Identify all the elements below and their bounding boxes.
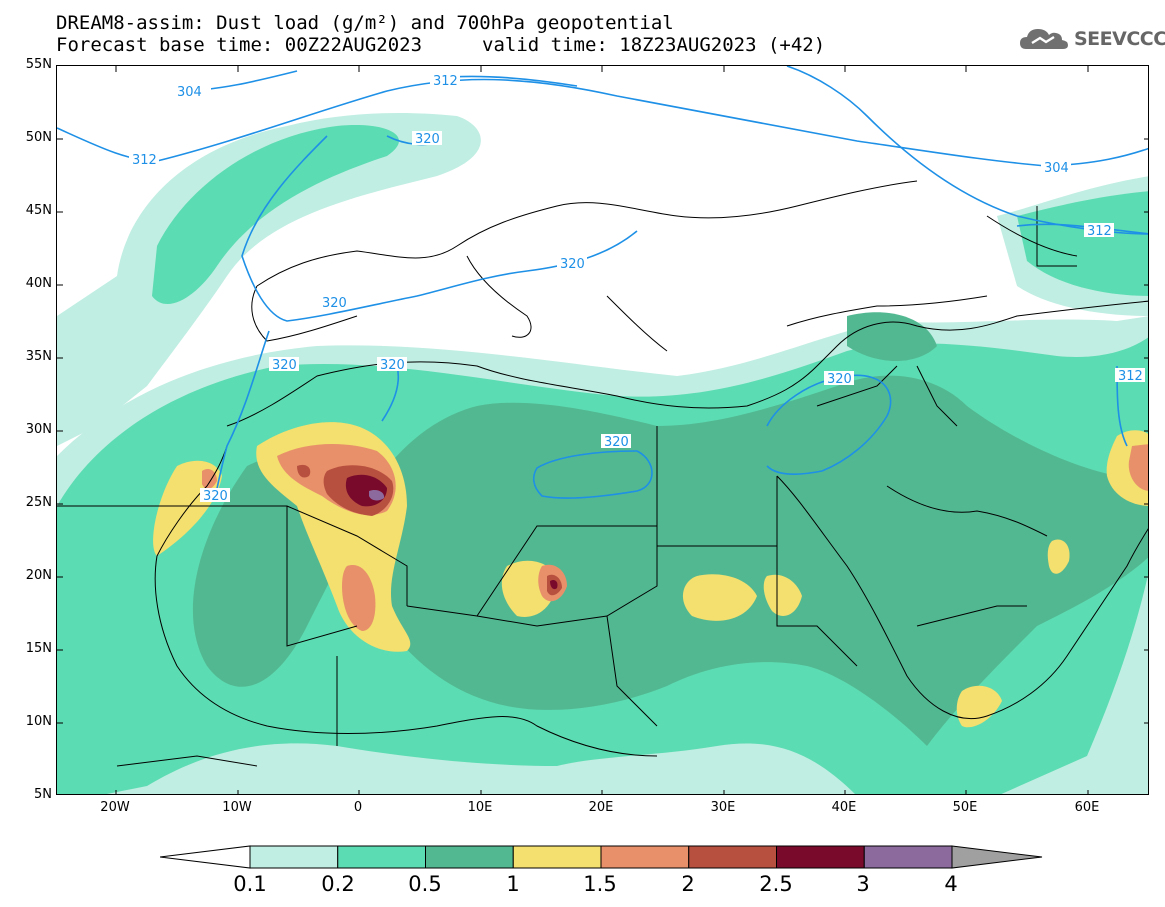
colorbar-tick-label: 1 <box>506 872 520 896</box>
contour-label: 320 <box>319 295 349 311</box>
colorbar-over-triangle <box>951 845 1043 869</box>
colorbar-tick-label: 0.2 <box>321 872 355 896</box>
lat-label: 50N <box>25 130 52 145</box>
lat-label: 40N <box>25 276 52 291</box>
lon-label: 10W <box>222 800 252 815</box>
contour-label: 320 <box>269 357 299 373</box>
lat-label: 15N <box>25 641 52 656</box>
svg-text:312: 312 <box>433 74 458 89</box>
contour-label: 320 <box>824 371 854 387</box>
lat-label: 30N <box>25 422 52 437</box>
svg-text:304: 304 <box>177 85 202 100</box>
colorbar-under-triangle <box>160 845 251 869</box>
svg-text:312: 312 <box>132 153 157 168</box>
colorbar-tick-label: 3 <box>856 872 870 896</box>
colorbar-box <box>512 845 602 869</box>
lat-label: 25N <box>25 495 52 510</box>
lon-label: 50E <box>952 800 978 815</box>
forecast-base-time: Forecast base time: 00Z22AUG2023 <box>56 34 423 56</box>
lon-label: 10E <box>467 800 493 815</box>
lon-label: 60E <box>1074 800 1100 815</box>
colorbar-box <box>425 845 514 869</box>
map-canvas: 304 312 320 320 312 320 320 320 320 320 … <box>57 66 1148 794</box>
contour-label: 320 <box>200 488 230 504</box>
colorbar-box <box>776 845 865 869</box>
contour-label: 312 <box>129 152 159 168</box>
contour-label-group: 304 312 320 320 312 320 320 320 320 320 … <box>129 73 1145 504</box>
colorbar-boxes <box>249 845 953 869</box>
contour-label: 312 <box>1084 223 1114 239</box>
map-subtitle: Forecast base time: 00Z22AUG2023 valid ti… <box>56 34 825 56</box>
valid-time: valid time: 18Z23AUG2023 (+42) <box>482 34 826 56</box>
svg-text:320: 320 <box>380 358 405 373</box>
lon-label: 20W <box>100 800 130 815</box>
colorbar-box <box>600 845 690 869</box>
colorbar <box>160 845 1043 869</box>
colorbar-tick-label: 2.5 <box>759 872 793 896</box>
svg-text:304: 304 <box>1044 161 1069 176</box>
colorbar-tick-label: 2 <box>681 872 695 896</box>
lon-label: 40E <box>831 800 857 815</box>
svg-text:320: 320 <box>272 358 297 373</box>
lat-label: 20N <box>25 568 52 583</box>
coastlines <box>57 180 1148 767</box>
colorbar-tick-label: 0.1 <box>233 872 267 896</box>
colorbar-tick-label: 0.5 <box>408 872 442 896</box>
lon-label: 0 <box>353 800 363 815</box>
dust-level-3 <box>369 489 385 501</box>
contour-label: 312 <box>1115 368 1145 384</box>
svg-text:320: 320 <box>560 257 585 272</box>
contour-label: 312 <box>430 73 460 89</box>
svg-text:320: 320 <box>322 296 347 311</box>
lat-label: 10N <box>25 714 52 729</box>
contour-label: 304 <box>173 84 211 100</box>
contour-label: 320 <box>377 357 407 373</box>
lon-label: 20E <box>588 800 614 815</box>
colorbar-tick-label: 1.5 <box>583 872 617 896</box>
svg-text:320: 320 <box>827 372 852 387</box>
svg-text:320: 320 <box>604 435 629 450</box>
lat-label: 35N <box>25 349 52 364</box>
colorbar-box <box>688 845 777 869</box>
lat-label: 45N <box>25 203 52 218</box>
lat-label: 55N <box>25 57 52 72</box>
svg-text:312: 312 <box>1087 224 1112 239</box>
contour-label: 304 <box>1041 160 1071 176</box>
colorbar-box <box>249 845 339 869</box>
colorbar-tick-label: 4 <box>944 872 958 896</box>
lat-label: 5N <box>34 787 52 802</box>
cloud-icon <box>1020 29 1068 49</box>
lon-label: 30E <box>710 800 736 815</box>
seevccc-logo: SEEVCCC <box>1018 25 1165 55</box>
svg-text:312: 312 <box>1118 369 1143 384</box>
map-title: DREAM8-assim: Dust load (g/m²) and 700hP… <box>56 12 674 34</box>
dust-load-map: 304 312 320 320 312 320 320 320 320 320 … <box>56 65 1149 795</box>
logo-text: SEEVCCC <box>1074 28 1165 50</box>
colorbar-box <box>863 845 953 869</box>
svg-text:320: 320 <box>203 489 228 504</box>
contour-label: 320 <box>412 131 442 147</box>
lat-ticks <box>57 138 1148 724</box>
colorbar-box <box>337 845 426 869</box>
lon-ticks <box>115 66 1089 794</box>
contour-label: 320 <box>557 256 587 272</box>
svg-text:320: 320 <box>415 132 440 147</box>
contour-label: 320 <box>601 434 631 450</box>
